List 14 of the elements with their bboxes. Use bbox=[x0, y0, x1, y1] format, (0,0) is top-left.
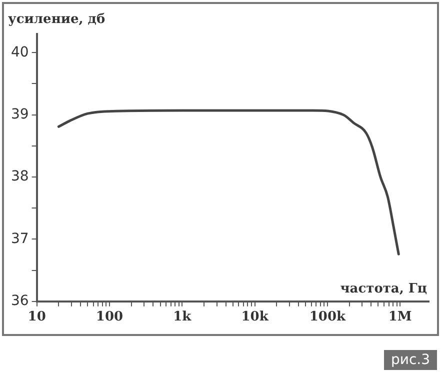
x-tick-label: 100 bbox=[96, 310, 124, 325]
y-tick-label: 37 bbox=[10, 230, 29, 247]
text: рис.3 bbox=[384, 350, 437, 370]
y-tick-label: 40 bbox=[10, 44, 29, 60]
y-tick-label: 39 bbox=[10, 106, 29, 122]
x-axis-title: частота, Гц bbox=[340, 281, 428, 296]
x-tick-label: 10 bbox=[28, 310, 46, 325]
x-tick-label: 10k bbox=[241, 310, 270, 325]
x-tick-label: 1k bbox=[173, 310, 192, 325]
y-tick-label: 38 bbox=[10, 168, 29, 185]
x-tick-label: 1M bbox=[388, 310, 412, 325]
y-tick-label: 36 bbox=[10, 293, 29, 310]
x-tick-label: 100k bbox=[309, 310, 346, 325]
y-axis-title: усиление, дб bbox=[8, 12, 106, 27]
